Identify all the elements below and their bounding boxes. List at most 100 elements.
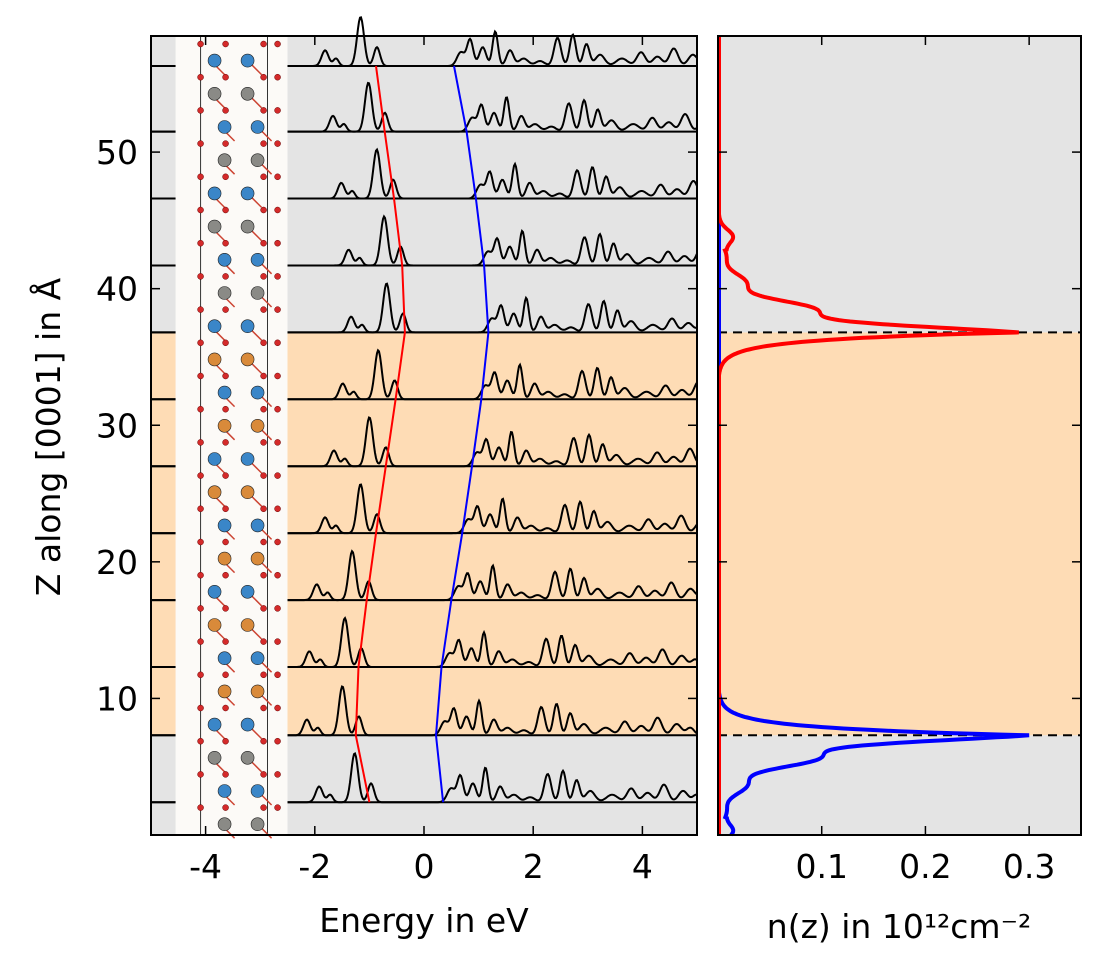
oxygen-atom [222, 538, 229, 546]
oxygen-atom [260, 306, 267, 313]
atom [250, 817, 265, 832]
oxygen-atom [274, 804, 281, 811]
crystal-structure-inset [175, 36, 288, 839]
oxygen-atom [260, 206, 267, 214]
right-x-axis-label: n(z) in 10¹²cm⁻² [767, 907, 1031, 946]
atom [250, 286, 265, 300]
atom [240, 584, 255, 599]
oxygen-atom [197, 704, 204, 712]
atom [240, 485, 255, 500]
oxygen-atom [260, 40, 267, 48]
oxygen-atom [260, 538, 267, 546]
oxygen-atom [222, 173, 229, 181]
oxygen-atom [197, 505, 204, 513]
atom [250, 518, 265, 533]
oxygen-atom [222, 239, 229, 247]
x-tick-label: 0.1 [795, 847, 847, 886]
oxygen-atom [222, 140, 229, 147]
atom [240, 452, 255, 466]
oxygen-atom [222, 306, 229, 313]
oxygen-atom [260, 439, 267, 446]
oxygen-atom [197, 538, 204, 546]
oxygen-atom [274, 505, 281, 513]
oxygen-atom [222, 505, 229, 513]
atom [207, 452, 222, 466]
oxygen-atom [222, 704, 229, 712]
oxygen-atom [197, 40, 204, 48]
atom [250, 120, 265, 134]
x-tick-label: 4 [632, 847, 653, 886]
atom [217, 252, 232, 267]
atom [250, 153, 265, 167]
oxygen-atom [260, 405, 267, 413]
atom [217, 153, 232, 167]
x-tick-label: 0.2 [899, 847, 951, 886]
dos-panel: -4 -2 0 2 4 10 20 30 40 50 [96, 16, 698, 886]
oxygen-atom [274, 671, 281, 679]
oxygen-atom [197, 405, 204, 413]
atom [240, 87, 255, 101]
density-panel: 0.1 0.2 0.3 [717, 35, 1082, 886]
oxygen-atom [222, 671, 229, 679]
atom [250, 784, 265, 798]
oxygen-atom [274, 538, 281, 546]
oxygen-atom [260, 239, 267, 247]
atom [207, 618, 222, 632]
oxygen-atom [274, 40, 281, 48]
atom [250, 651, 265, 666]
oxygen-atom [222, 107, 229, 114]
oxygen-atom [274, 405, 281, 413]
inset-background [175, 36, 288, 835]
oxygen-atom [274, 306, 281, 313]
atom [240, 53, 255, 68]
oxygen-atom [222, 605, 229, 612]
oxygen-atom [197, 140, 204, 147]
atom [207, 584, 222, 599]
oxygen-atom [260, 339, 267, 347]
oxygen-atom [274, 439, 281, 446]
oxygen-atom [260, 704, 267, 712]
oxygen-atom [260, 140, 267, 147]
atom [217, 817, 232, 832]
oxygen-atom [260, 173, 267, 181]
atom [207, 53, 222, 68]
oxygen-atom [222, 40, 229, 48]
oxygen-atom [274, 273, 281, 280]
y-axis-label: Z along [0001] in Å [28, 277, 68, 596]
oxygen-atom [260, 804, 267, 811]
oxygen-atom [197, 372, 204, 380]
oxygen-atom [274, 737, 281, 745]
y-tick-label: 50 [96, 133, 138, 172]
oxygen-atom [260, 771, 267, 778]
atom [240, 352, 255, 367]
oxygen-atom [197, 73, 204, 81]
oxygen-atom [222, 737, 229, 745]
atom [217, 518, 232, 533]
atom [217, 286, 232, 300]
oxygen-atom [222, 638, 229, 645]
oxygen-atom [274, 107, 281, 114]
oxygen-atom [274, 372, 281, 380]
oxygen-atom [274, 206, 281, 214]
atom [217, 784, 232, 798]
oxygen-atom [260, 505, 267, 513]
atom [240, 750, 255, 765]
atom [250, 551, 265, 566]
region-film [718, 332, 1081, 736]
conduction-band-edge-line [434, 65, 490, 803]
atom [207, 717, 222, 732]
y-tick-label: 30 [96, 406, 138, 445]
x-tick-label: -2 [298, 847, 331, 886]
oxygen-atom [197, 173, 204, 181]
x-tick-label: -4 [189, 847, 222, 886]
oxygen-atom [260, 571, 267, 579]
right-panel-frame [717, 35, 1082, 836]
atom [217, 120, 232, 134]
oxygen-atom [197, 206, 204, 214]
oxygen-atom [274, 140, 281, 147]
oxygen-atom [197, 339, 204, 347]
y-tick-label: 10 [96, 679, 138, 718]
oxygen-atom [197, 107, 204, 114]
oxygen-atom [197, 239, 204, 247]
oxygen-atom [197, 671, 204, 679]
